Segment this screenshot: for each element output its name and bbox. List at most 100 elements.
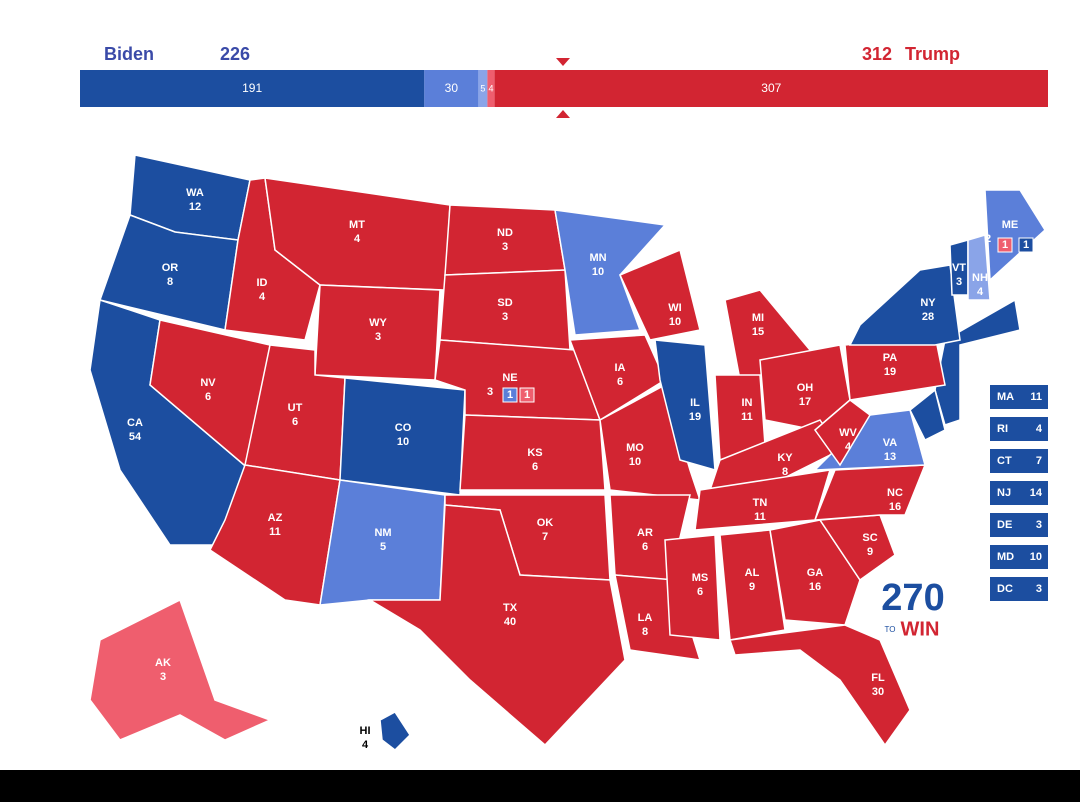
sidebar-abbr: DC xyxy=(997,583,1013,595)
state-abbr: VA xyxy=(883,437,898,449)
tally-segment xyxy=(494,70,1049,107)
state-abbr: IL xyxy=(690,397,700,409)
tally-label: 5 xyxy=(480,83,485,93)
bottom-band xyxy=(0,770,1080,802)
state-shape xyxy=(554,209,667,336)
state-abbr: WY xyxy=(369,317,387,329)
state-abbr: MI xyxy=(752,312,764,324)
state-ev: 3 xyxy=(956,276,962,288)
state-abbr: ND xyxy=(497,227,513,239)
state-ev: 19 xyxy=(884,366,896,378)
midpoint-marker xyxy=(556,110,570,118)
state-ev: 19 xyxy=(689,411,701,423)
district-box xyxy=(502,387,518,403)
tally-segment xyxy=(487,70,495,107)
state-abbr: KS xyxy=(527,447,542,459)
state-abbr: ID xyxy=(257,277,268,289)
state-shape xyxy=(708,419,842,491)
state-shape xyxy=(967,234,991,301)
state-abbr: TN xyxy=(753,497,768,509)
sidebar-ev: 11 xyxy=(1030,391,1042,403)
sidebar-box xyxy=(990,513,1048,537)
state-abbr: NH xyxy=(972,272,988,284)
sidebar-abbr: RI xyxy=(997,423,1008,435)
state-ev: 10 xyxy=(592,266,604,278)
tally-label: 307 xyxy=(761,81,781,95)
tally-label: 30 xyxy=(445,81,459,95)
state-ev: 11 xyxy=(754,511,766,523)
state-ev: 16 xyxy=(889,501,901,513)
state-shape xyxy=(729,624,911,747)
state-abbr: CO xyxy=(395,422,412,434)
state-abbr: LA xyxy=(638,612,653,624)
state-abbr: CA xyxy=(127,417,143,429)
state-ev: 40 xyxy=(504,616,516,628)
state-abbr: MO xyxy=(626,442,644,454)
state-abbr: NC xyxy=(887,487,903,499)
map-labels: WA12OR8CA54ID4NV6MT4WY3UT6AZ11CO10NM5ND3… xyxy=(127,187,1034,751)
state-abbr: FL xyxy=(871,672,885,684)
midpoint-marker xyxy=(556,58,570,66)
state-ev: 9 xyxy=(749,581,755,593)
state-abbr: SD xyxy=(497,297,512,309)
state-ev: 10 xyxy=(669,316,681,328)
state-ev: 7 xyxy=(542,531,548,543)
state-shape xyxy=(719,529,786,641)
state-ev: 10 xyxy=(397,436,409,448)
sidebar: MA 11 RI 4 CT 7 NJ 14 DE 3 MD 10 DC 3 xyxy=(990,385,1048,601)
state-ev: 3 xyxy=(375,331,381,343)
sidebar-box xyxy=(990,577,1048,601)
sidebar-box xyxy=(990,481,1048,505)
state-shape xyxy=(367,504,626,747)
state-ev: 4 xyxy=(845,441,852,453)
tally-segment xyxy=(478,70,488,107)
state-abbr: UT xyxy=(288,402,303,414)
state-abbr: GA xyxy=(807,567,824,579)
sidebar-abbr: MD xyxy=(997,551,1014,563)
state-ev: 8 xyxy=(642,626,648,638)
state-ev: 6 xyxy=(642,541,648,553)
state-ev: 3 xyxy=(502,311,508,323)
state-abbr: IN xyxy=(742,397,753,409)
state-abbr: MT xyxy=(349,219,365,231)
tally-bar: 191 30 5 4 307 xyxy=(80,70,1049,107)
state-abbr: NY xyxy=(920,297,936,309)
logo: 270 TO WIN xyxy=(881,577,944,640)
state-shape xyxy=(984,189,1046,282)
state-abbr: HI xyxy=(360,725,371,737)
state-abbr: WI xyxy=(668,302,681,314)
left-total: 226 xyxy=(220,44,250,64)
sidebar-box xyxy=(990,385,1048,409)
district-box xyxy=(997,237,1013,253)
district-box xyxy=(519,387,535,403)
state-ev: 6 xyxy=(292,416,298,428)
state-ev: 12 xyxy=(189,201,201,213)
state-ev: 17 xyxy=(799,396,811,408)
sidebar-ev: 7 xyxy=(1036,455,1042,467)
sidebar-abbr: MA xyxy=(997,391,1014,403)
district-ev: 1 xyxy=(1023,239,1029,251)
state-shape xyxy=(654,339,716,472)
state-abbr: KY xyxy=(777,452,793,464)
state-abbr: NM xyxy=(374,527,391,539)
tally-label: 4 xyxy=(488,83,493,93)
state-abbr: AL xyxy=(745,567,760,579)
left-name: Biden xyxy=(104,44,154,64)
state-ev: 3 xyxy=(502,241,508,253)
sidebar-ev: 10 xyxy=(1030,551,1042,563)
logo-small: TO xyxy=(885,625,896,634)
sidebar-box xyxy=(990,417,1048,441)
state-abbr: NE xyxy=(502,372,517,384)
sidebar-ev: 3 xyxy=(1036,583,1042,595)
tally-segment xyxy=(424,70,479,107)
state-ev: 28 xyxy=(922,311,934,323)
state-abbr: IA xyxy=(615,362,626,374)
state-ev: 15 xyxy=(752,326,764,338)
district-ev: 1 xyxy=(524,389,530,401)
state-ev: 11 xyxy=(269,526,281,538)
state-ev: 4 xyxy=(362,739,369,751)
district-ev: 1 xyxy=(507,389,513,401)
sidebar-box xyxy=(990,545,1048,569)
state-abbr: MN xyxy=(589,252,606,264)
